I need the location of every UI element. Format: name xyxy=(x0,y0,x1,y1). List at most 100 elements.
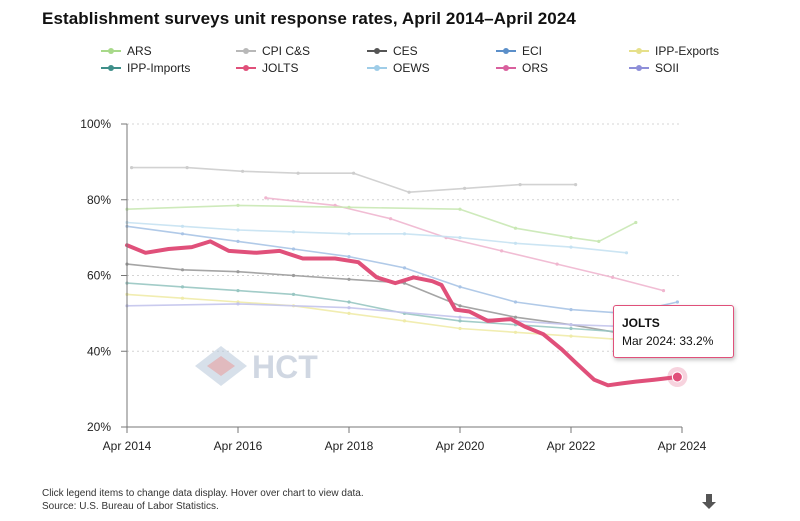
data-point[interactable] xyxy=(389,217,393,221)
data-point[interactable] xyxy=(291,292,296,296)
legend-item-eci[interactable]: ECI xyxy=(496,44,542,58)
data-point[interactable] xyxy=(407,190,411,194)
data-point[interactable] xyxy=(513,241,518,245)
data-point[interactable] xyxy=(347,255,351,259)
series-line[interactable] xyxy=(126,293,679,345)
data-point[interactable] xyxy=(569,334,573,338)
data-point[interactable] xyxy=(180,268,185,272)
data-point[interactable] xyxy=(569,326,573,331)
legend-label: JOLTS xyxy=(262,61,299,75)
data-point[interactable] xyxy=(513,315,518,319)
tooltip-series: JOLTS xyxy=(622,316,660,330)
legend-item-ipp-exports[interactable]: IPP-Exports xyxy=(629,44,719,58)
data-point[interactable] xyxy=(634,220,638,225)
data-point[interactable] xyxy=(513,300,518,304)
data-point[interactable] xyxy=(347,277,351,281)
data-point[interactable] xyxy=(569,245,573,249)
data-point[interactable] xyxy=(241,169,245,173)
data-point[interactable] xyxy=(347,300,351,304)
series-ipp-exports[interactable] xyxy=(125,292,680,346)
series-soii[interactable] xyxy=(125,302,629,329)
data-point[interactable] xyxy=(611,275,615,279)
series-line[interactable] xyxy=(126,204,637,243)
data-point[interactable] xyxy=(291,247,296,251)
legend-item-ipp-imports[interactable]: IPP-Imports xyxy=(101,61,190,75)
data-point[interactable] xyxy=(624,251,629,255)
data-point[interactable] xyxy=(458,315,462,319)
data-point[interactable] xyxy=(402,266,407,270)
data-point[interactable] xyxy=(180,232,185,236)
data-point[interactable] xyxy=(458,319,462,323)
series-ars[interactable] xyxy=(125,203,638,243)
series-line[interactable] xyxy=(126,303,628,328)
data-point[interactable] xyxy=(291,230,296,234)
footer: Click legend items to change data displa… xyxy=(42,487,364,513)
data-point[interactable] xyxy=(333,203,337,207)
legend-item-oews[interactable]: OEWS xyxy=(367,61,430,75)
data-point[interactable] xyxy=(518,183,522,187)
data-point[interactable] xyxy=(458,207,462,211)
legend-item-ars[interactable]: ARS xyxy=(101,44,152,58)
y-tick-label: 100% xyxy=(80,117,111,131)
legend-item-soii[interactable]: SOII xyxy=(629,61,679,75)
legend-item-cpi-c-s[interactable]: CPI C&S xyxy=(236,44,311,58)
data-point[interactable] xyxy=(352,171,356,175)
download-arrow-icon[interactable] xyxy=(700,492,720,512)
legend-label: ARS xyxy=(127,44,152,58)
series-line[interactable] xyxy=(265,197,665,292)
legend-item-ces[interactable]: CES xyxy=(367,44,418,58)
data-point[interactable] xyxy=(180,224,185,228)
series-oews[interactable] xyxy=(125,220,629,255)
data-point[interactable] xyxy=(458,304,462,308)
hover-point[interactable] xyxy=(671,371,683,383)
series-line[interactable] xyxy=(125,239,680,388)
data-point[interactable] xyxy=(236,270,240,274)
data-point[interactable] xyxy=(185,166,189,170)
data-point[interactable] xyxy=(597,239,601,243)
data-point[interactable] xyxy=(347,205,351,209)
data-point[interactable] xyxy=(458,326,462,331)
data-point[interactable] xyxy=(458,236,462,240)
data-point[interactable] xyxy=(130,166,134,170)
data-point[interactable] xyxy=(463,186,467,190)
legend-label: CPI C&S xyxy=(262,44,311,58)
legend-item-jolts[interactable]: JOLTS xyxy=(236,61,299,75)
series-line[interactable] xyxy=(126,221,628,254)
data-point[interactable] xyxy=(555,262,559,266)
legend-item-ors[interactable]: ORS xyxy=(496,61,548,75)
series-cpi-c-s[interactable] xyxy=(130,166,578,194)
data-point[interactable] xyxy=(569,308,573,312)
data-point[interactable] xyxy=(402,232,407,236)
data-point[interactable] xyxy=(236,239,240,243)
data-point[interactable] xyxy=(236,203,240,207)
series-eci[interactable] xyxy=(125,224,680,315)
data-point[interactable] xyxy=(402,319,407,323)
data-point[interactable] xyxy=(569,323,573,327)
legend-marker xyxy=(629,65,649,71)
legend-marker xyxy=(367,65,387,71)
data-point[interactable] xyxy=(296,171,300,175)
series-line[interactable] xyxy=(130,166,577,193)
data-point[interactable] xyxy=(347,232,351,236)
data-point[interactable] xyxy=(291,273,296,278)
legend-marker xyxy=(101,65,121,71)
data-point[interactable] xyxy=(347,306,351,310)
data-point[interactable] xyxy=(513,226,518,230)
data-point[interactable] xyxy=(180,296,185,300)
data-point[interactable] xyxy=(236,228,240,232)
data-point[interactable] xyxy=(347,311,351,315)
data-point[interactable] xyxy=(458,285,462,289)
data-point[interactable] xyxy=(236,289,240,293)
data-point[interactable] xyxy=(675,300,680,304)
data-point[interactable] xyxy=(500,249,504,253)
data-point[interactable] xyxy=(264,196,268,200)
data-point[interactable] xyxy=(569,236,573,240)
y-tick-label: 80% xyxy=(87,193,111,207)
data-point[interactable] xyxy=(661,289,666,293)
data-point[interactable] xyxy=(574,183,578,187)
data-point[interactable] xyxy=(513,330,518,334)
data-point[interactable] xyxy=(236,302,240,306)
data-point[interactable] xyxy=(180,285,185,289)
series-jolts[interactable] xyxy=(125,239,688,388)
